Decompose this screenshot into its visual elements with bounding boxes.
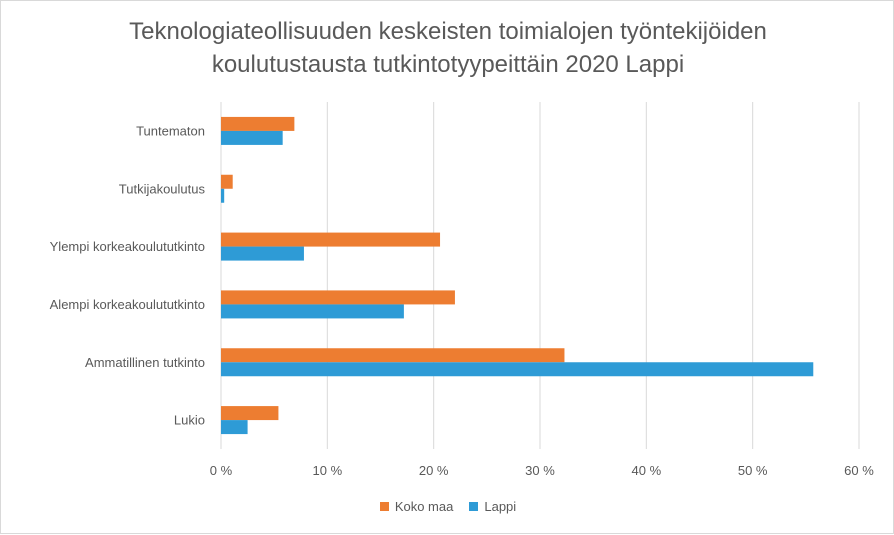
bar-lappi [221,130,283,145]
category-label: Alempi korkeakoulututkinto [50,297,205,312]
category-label: Lukio [174,413,205,428]
bar-koko-maa [221,174,233,189]
x-tick-label: 20 % [419,463,449,478]
x-tick-label: 40 % [632,463,662,478]
bar-lappi [221,420,248,435]
x-tick-label: 30 % [525,463,555,478]
legend-item-koko-maa: Koko maa [379,499,454,514]
legend: Koko maa Lappi [1,499,894,514]
category-label: Tuntematon [136,123,205,138]
x-tick-label: 10 % [313,463,343,478]
legend-item-lappi: Lappi [469,499,516,514]
legend-label-koko-maa: Koko maa [394,499,454,514]
x-tick-label: 60 % [844,463,874,478]
category-label: Tutkijakoulutus [119,181,206,196]
bar-koko-maa [221,232,441,247]
legend-swatch-lappi [469,502,479,511]
x-tick-label: 0 % [210,463,233,478]
category-label: Ammatillinen tutkinto [85,355,205,370]
bar-koko-maa [221,348,565,363]
chart-title-line-1: Teknologiateollisuuden keskeisten toimia… [129,18,767,45]
chart-title-line-2: koulutustausta tutkintotyypeittäin 2020 … [211,51,685,78]
bar-koko-maa [221,406,279,421]
bar-lappi [221,188,225,203]
category-label: Ylempi korkeakoulututkinto [50,239,205,254]
bar-lappi [221,304,404,319]
legend-swatch-koko-maa [379,502,389,511]
x-tick-label: 50 % [738,463,768,478]
chart-title: Teknologiateollisuuden keskeisten toimia… [1,15,894,81]
bar-koko-maa [221,290,455,305]
bar-lappi [221,246,304,261]
legend-label-lappi: Lappi [484,499,517,514]
bar-koko-maa [221,116,295,131]
bar-lappi [221,362,814,377]
